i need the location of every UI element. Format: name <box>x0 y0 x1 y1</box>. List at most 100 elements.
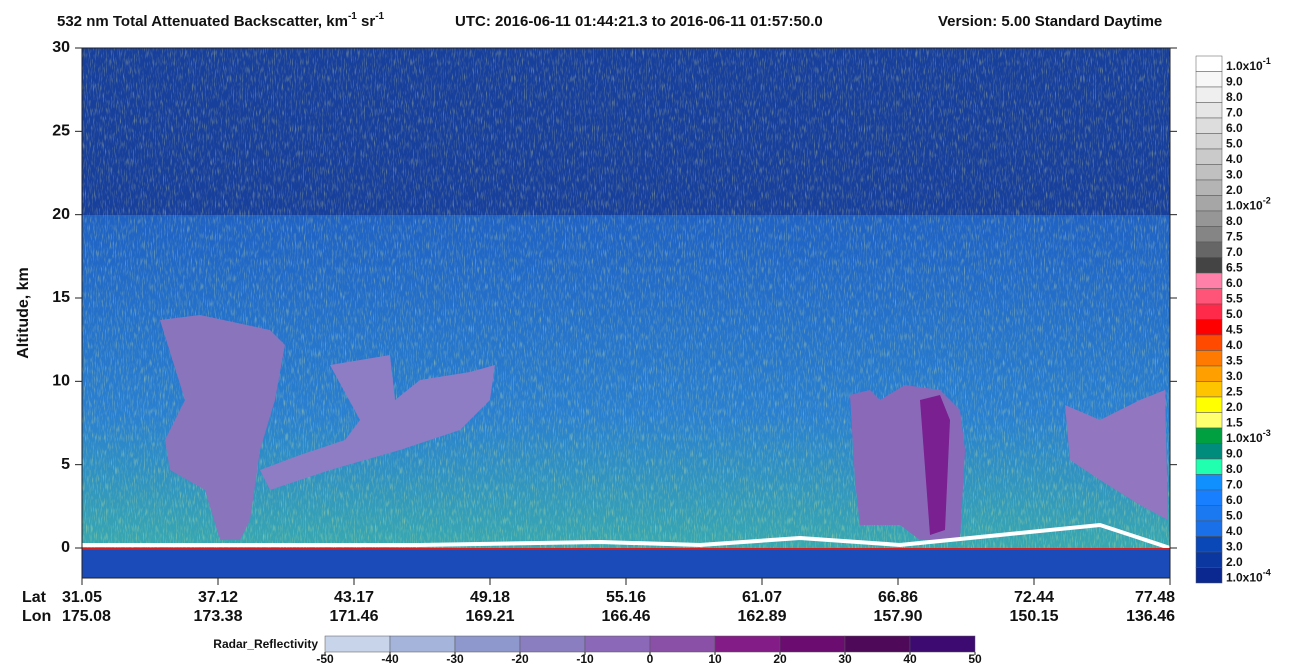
backscatter-field <box>81 47 1171 579</box>
x-tick-label: 150.15 <box>1010 608 1059 625</box>
scale-box <box>1195 303 1223 320</box>
scale-label: 2.0 <box>1226 400 1243 414</box>
x-tick-label: 157.90 <box>874 608 923 625</box>
title-utc: UTC: 2016-06-11 01:44:21.3 to 2016-06-11… <box>455 13 823 30</box>
scale-label: 7.0 <box>1226 245 1243 259</box>
radar-label: Radar_Reflectivity <box>213 637 318 651</box>
title-sup: -1 <box>375 11 384 22</box>
scale-label-exp: -4 <box>1263 568 1271 578</box>
scale-label-exp: -1 <box>1263 56 1271 66</box>
x-tick-label: 166.46 <box>602 608 651 625</box>
scale-box <box>1195 319 1223 336</box>
scale-label: 1.0x10-3 <box>1226 428 1271 445</box>
scale-box <box>1195 241 1223 258</box>
scale-label-text: 6.0 <box>1226 276 1243 290</box>
radar-tick-label: -40 <box>381 652 399 666</box>
scale-label-text: 5.0 <box>1226 136 1243 150</box>
radar-tick-label: -50 <box>316 652 334 666</box>
scale-label-text: 5.0 <box>1226 307 1243 321</box>
x-tick-label: 55.16 <box>606 589 646 606</box>
scale-label: 2.5 <box>1226 384 1243 398</box>
scale-label-text: 5.0 <box>1226 508 1243 522</box>
scale-label-text: 9.0 <box>1226 74 1243 88</box>
scale-label-text: 8.0 <box>1226 90 1243 104</box>
scale-box <box>1195 102 1223 119</box>
scale-label-text: 3.5 <box>1226 353 1243 367</box>
x-tick-label: 37.12 <box>198 589 238 606</box>
scale-label-text: 1.0x10 <box>1226 59 1263 73</box>
scale-label-text: 1.0x10 <box>1226 198 1263 212</box>
x-tick-label: 169.21 <box>466 608 515 625</box>
row-label: Lat <box>22 589 47 606</box>
scale-box <box>1195 489 1223 506</box>
scale-label-text: 4.5 <box>1226 322 1243 336</box>
scale-box <box>1195 443 1223 460</box>
scale-label: 2.0 <box>1226 183 1243 197</box>
scale-label-text: 3.0 <box>1226 167 1243 181</box>
scale-label: 8.0 <box>1226 462 1243 476</box>
scale-box <box>1195 551 1223 568</box>
radar-tick-label: 50 <box>968 652 982 666</box>
scale-box <box>1195 117 1223 134</box>
y-tick-label: 10 <box>52 373 70 390</box>
scale-label-text: 7.5 <box>1226 229 1243 243</box>
scale-label: 1.5 <box>1226 415 1243 429</box>
scale-box <box>1195 427 1223 444</box>
scale-label: 8.0 <box>1226 214 1243 228</box>
scale-box <box>1195 272 1223 289</box>
title-version: Version: 5.00 Standard Daytime <box>938 13 1162 30</box>
scale-label: 5.0 <box>1226 136 1243 150</box>
radar-box <box>519 635 586 653</box>
radar-tick-label: -20 <box>511 652 529 666</box>
radar-box <box>779 635 846 653</box>
scale-label: 7.0 <box>1226 105 1243 119</box>
scale-label: 6.0 <box>1226 121 1243 135</box>
radar-box <box>454 635 521 653</box>
scale-box <box>1195 257 1223 274</box>
scale-box <box>1195 210 1223 227</box>
radar-tick-label: 40 <box>903 652 917 666</box>
scale-label: 4.5 <box>1226 322 1243 336</box>
title-sup: -1 <box>348 11 357 22</box>
scale-label: 7.0 <box>1226 477 1243 491</box>
scale-box <box>1195 474 1223 491</box>
scale-label: 4.0 <box>1226 152 1243 166</box>
scale-box <box>1195 133 1223 150</box>
x-tick-label: 171.46 <box>330 608 379 625</box>
scale-label-text: 4.0 <box>1226 152 1243 166</box>
scale-label: 3.0 <box>1226 539 1243 553</box>
y-axis-label: Altitude, km <box>15 267 32 359</box>
title-text: sr <box>357 13 376 30</box>
radar-tick-label: 10 <box>708 652 722 666</box>
scale-label-text: 7.0 <box>1226 245 1243 259</box>
scale-label-text: 1.0x10 <box>1226 570 1263 584</box>
scale-label: 8.0 <box>1226 90 1243 104</box>
x-tick-label: 173.38 <box>194 608 243 625</box>
scale-label: 3.0 <box>1226 369 1243 383</box>
y-tick-label: 20 <box>52 206 70 223</box>
scale-box <box>1195 334 1223 351</box>
chart-title: 532 nm Total Attenuated Backscatter, km-… <box>57 11 385 30</box>
y-tick-label: 30 <box>52 39 70 56</box>
scale-label: 9.0 <box>1226 446 1243 460</box>
x-tick-label: 162.89 <box>738 608 787 625</box>
scale-label-text: 2.0 <box>1226 400 1243 414</box>
scale-label-text: 8.0 <box>1226 214 1243 228</box>
y-tick-label: 0 <box>61 539 70 556</box>
x-tick-label: 49.18 <box>470 589 510 606</box>
scale-label-text: 3.0 <box>1226 539 1243 553</box>
radar-box <box>584 635 651 653</box>
scale-label-text: 7.0 <box>1226 105 1243 119</box>
scale-box <box>1195 365 1223 382</box>
scale-label-text: 2.0 <box>1226 183 1243 197</box>
scale-box <box>1195 381 1223 398</box>
radar-box <box>649 635 716 653</box>
radar-tick-label: -10 <box>576 652 594 666</box>
scale-box <box>1195 226 1223 243</box>
scale-box <box>1195 86 1223 103</box>
scale-label-text: 6.0 <box>1226 493 1243 507</box>
scale-label-text: 7.0 <box>1226 477 1243 491</box>
scale-label-text: 1.5 <box>1226 415 1243 429</box>
x-tick-label: 175.08 <box>62 608 111 625</box>
